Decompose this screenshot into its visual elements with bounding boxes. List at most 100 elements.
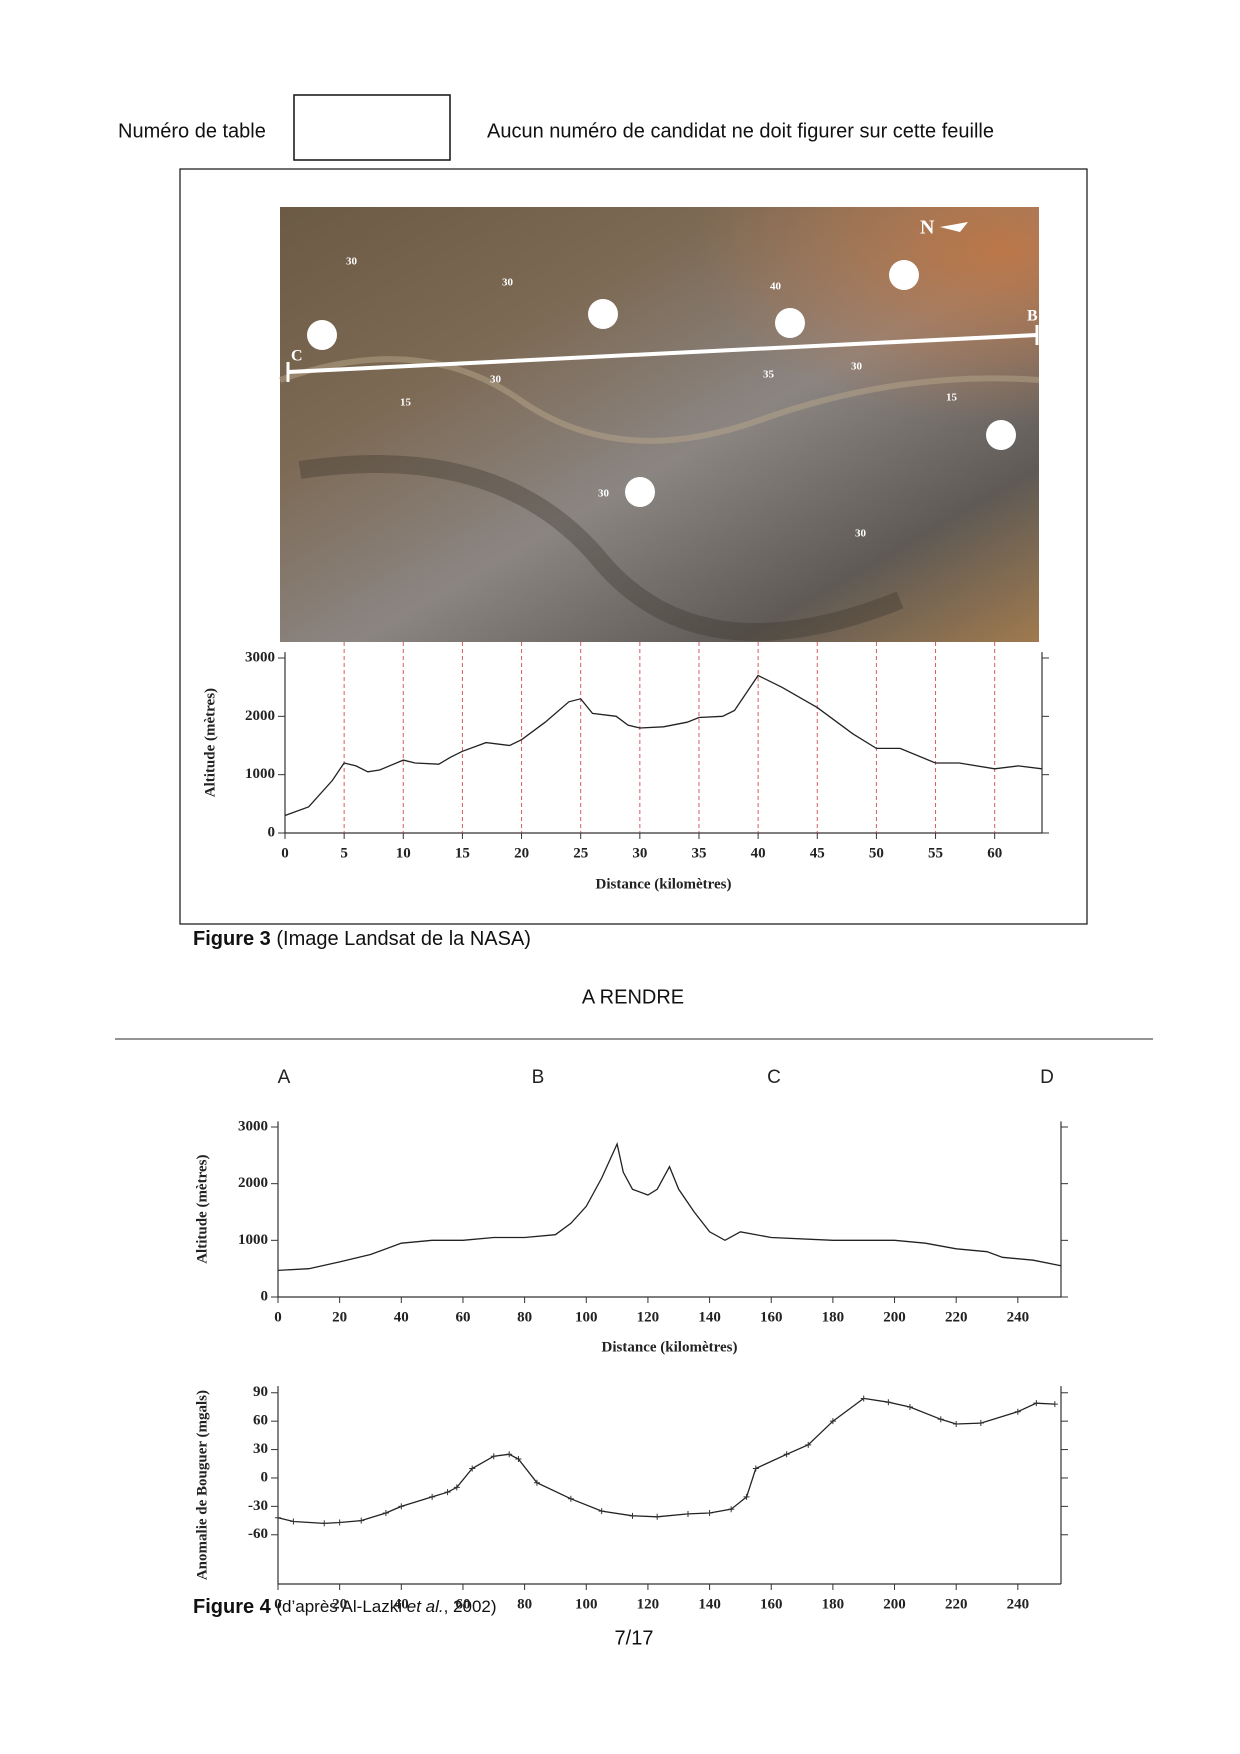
axes [284, 652, 1043, 834]
data-point [1051, 1401, 1058, 1408]
data-point [906, 1403, 913, 1410]
x-tick-label: 140 [698, 1596, 721, 1612]
data-point [290, 1518, 297, 1525]
section-title: A RENDRE [582, 986, 684, 1008]
y-tick-label: -60 [248, 1526, 268, 1542]
data-point [1014, 1408, 1021, 1415]
figure3-frame [179, 168, 1088, 925]
data-point [706, 1510, 713, 1516]
map-label: 30 [346, 256, 358, 268]
x-tick-label: 40 [751, 845, 766, 861]
map-label: 15 [400, 397, 412, 409]
x-tick-label: 120 [637, 1309, 660, 1325]
data-point [598, 1508, 605, 1515]
profile-letter: D [1040, 1067, 1054, 1088]
data-point [885, 1399, 892, 1406]
data-point [629, 1512, 636, 1519]
data-point [743, 1493, 750, 1500]
x-tick-label: 55 [928, 845, 943, 861]
map-label: C [291, 348, 303, 365]
x-tick-label: 50 [869, 845, 884, 861]
profile-line [284, 674, 1043, 817]
data-point [953, 1421, 960, 1428]
data-point [783, 1451, 790, 1458]
x-tick-label: 60 [455, 1596, 470, 1612]
x-tick-label: 25 [573, 845, 588, 861]
data-point [829, 1418, 836, 1425]
profile-line [277, 1141, 1062, 1272]
y-tick-label: 0 [261, 1469, 269, 1485]
chart: -60 -30 0 30 60 90 0 20 40 60 80 100 120 140 160 180 200… [194, 1384, 1068, 1612]
table-number-box [293, 94, 451, 161]
notice: Aucun numéro de candidat ne doit figurer… [487, 120, 994, 142]
landsat-image [278, 207, 1040, 642]
map-label: 35 [763, 369, 775, 381]
x-tick-label: 40 [394, 1309, 409, 1325]
x-tick-label: 200 [883, 1596, 906, 1612]
x-tick-label: 160 [760, 1309, 783, 1325]
caption-bold: Figure 3 [193, 928, 271, 950]
x-tick-label: 240 [1007, 1596, 1030, 1612]
profile-letter: B [532, 1067, 545, 1088]
map-label: 30 [851, 361, 863, 373]
x-tick-label: 30 [632, 845, 647, 861]
x-tick-label: 200 [883, 1309, 906, 1325]
data-point [533, 1479, 540, 1486]
data-point [382, 1510, 389, 1516]
x-axis-label: Distance (kilomètres) [596, 876, 732, 892]
axes [277, 1386, 1062, 1585]
x-tick-label: 220 [945, 1309, 968, 1325]
map-label: 30 [502, 277, 514, 289]
x-tick-label: 240 [1007, 1309, 1030, 1325]
data-point [398, 1503, 405, 1510]
x-tick-label: 20 [514, 845, 529, 861]
map-label: 30 [855, 528, 867, 540]
profile-letter: C [767, 1067, 781, 1088]
y-tick-label: 30 [253, 1441, 268, 1457]
x-tick-label: 80 [517, 1596, 532, 1612]
x-tick-label: 120 [637, 1596, 660, 1612]
x-tick-label: 140 [698, 1309, 721, 1325]
y-tick-label: 3000 [245, 649, 275, 665]
y-axis-label: Altitude (mètres) [194, 1155, 210, 1264]
profile-line [277, 1397, 1055, 1525]
y-tick-label: -30 [248, 1498, 268, 1514]
x-tick-label: 160 [760, 1596, 783, 1612]
table-label: Numéro de table [118, 120, 266, 142]
x-tick-label: 0 [274, 1596, 282, 1612]
map-label: 30 [598, 488, 610, 500]
data-point [506, 1451, 513, 1458]
x-tick-label: 80 [517, 1309, 532, 1325]
data-point [977, 1420, 984, 1427]
data-point [937, 1416, 944, 1423]
data-point [469, 1465, 476, 1472]
caption-text: , 2002) [444, 1597, 497, 1616]
x-tick-label: 100 [575, 1309, 598, 1325]
y-tick-label: 0 [261, 1288, 269, 1304]
map-label: N [920, 217, 935, 239]
data-point [684, 1510, 691, 1517]
x-axis-label: Distance (kilomètres) [602, 1339, 738, 1355]
x-tick-label: 180 [822, 1309, 845, 1325]
x-tick-label: 100 [575, 1596, 598, 1612]
x-tick-label: 20 [332, 1596, 347, 1612]
x-tick-label: 10 [396, 845, 411, 861]
data-point [358, 1517, 365, 1524]
map-label: 30 [490, 374, 502, 386]
x-tick-label: 40 [394, 1596, 409, 1612]
map-label: 15 [946, 392, 958, 404]
data-point [490, 1453, 497, 1460]
data-point [444, 1489, 451, 1496]
page-number: 7/17 [615, 1627, 654, 1649]
data-point [429, 1493, 436, 1500]
x-tick-label: 35 [691, 845, 706, 861]
caption-text: (Image Landsat de la NASA) [276, 928, 531, 950]
y-axis-label: Anomalie de Bouguer (mgals) [194, 1390, 210, 1580]
data-point [654, 1513, 661, 1520]
caption-italic: et al. [407, 1597, 444, 1616]
caption-bold: Figure 4 [193, 1596, 272, 1618]
chart: 0 1000 2000 3000 0 20 40 60 80 100 120 140 160 180 200… [194, 1118, 1068, 1355]
axes [277, 1121, 1062, 1298]
x-tick-label: 180 [822, 1596, 845, 1612]
